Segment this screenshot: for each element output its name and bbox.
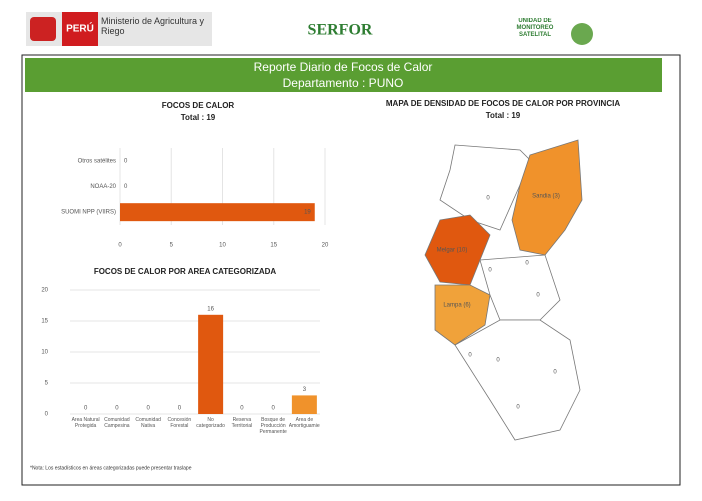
shield — [30, 17, 56, 41]
chart-title: FOCOS DE CALOR POR AREA CATEGORIZADA — [94, 267, 277, 276]
region — [439, 144, 541, 231]
banner-title: Reporte Diario de Focos de Calor — [254, 60, 433, 74]
ministry-box: Ministerio de Agricultura y Riego — [101, 16, 205, 36]
region-label: 0 — [516, 405, 520, 411]
y-tick-label: 5 — [45, 381, 49, 387]
region-label: 0 — [553, 370, 557, 376]
x-tick-label: 5 — [170, 243, 174, 249]
x-tick-label: Reserva Territorial — [231, 417, 253, 429]
region-label: 0 — [488, 268, 492, 274]
region-label: 0 — [525, 261, 529, 267]
y-tick-label: 15 — [41, 319, 48, 325]
value-label: 0 — [84, 406, 88, 412]
x-tick-label: Concesión Forestal — [167, 417, 192, 429]
x-tick-label: Área de Amortiguamiento — [288, 417, 320, 429]
frame — [21, 54, 681, 486]
region-label: 0 — [496, 358, 500, 364]
ministry: Ministerio de Agricultura y Riego — [101, 16, 205, 36]
region-label: 0 — [486, 196, 490, 202]
x-tick-label: 10 — [219, 243, 226, 249]
x-tick-box: Área de Amortiguamiento — [288, 417, 320, 429]
region-label: Melgar (10) — [437, 248, 468, 254]
region — [479, 254, 561, 321]
value-label: 0 — [240, 406, 244, 412]
y-tick-label: 0 — [45, 412, 49, 418]
unit: UNIDAD DE MONITOREO SATELITAL — [516, 18, 554, 38]
footnote: *Nota: Los estadísticos en áreas categor… — [30, 465, 192, 471]
x-tick-label: 20 — [322, 243, 329, 249]
x-tick-box: Concesión Forestal — [167, 417, 192, 429]
peru-box — [62, 12, 98, 46]
y-tick-label: NOAA-20 — [90, 184, 116, 190]
chart-title: FOCOS DE CALOR — [162, 101, 235, 110]
x-tick-label: No categorizado — [196, 417, 225, 429]
banner — [25, 58, 662, 92]
x-tick-box: Reserva Territorial — [231, 417, 253, 429]
y-tick-label: 20 — [41, 288, 48, 294]
x-tick-label: Comunidad Nativa — [135, 417, 161, 429]
region — [434, 284, 491, 346]
region-label: 0 — [468, 353, 472, 359]
country: PERÚ — [66, 22, 94, 35]
map-title: MAPA DE DENSIDAD DE FOCOS DE CALOR POR P… — [386, 99, 620, 108]
map-subtitle: Total : 19 — [486, 111, 521, 120]
x-tick-box: No categorizado — [196, 417, 225, 429]
y-tick-label: Otros satélites — [78, 158, 116, 164]
region — [454, 319, 581, 441]
value-label: 19 — [304, 210, 311, 216]
region-label: Lampa (6) — [443, 303, 470, 309]
region-label: Sandia (3) — [532, 194, 560, 200]
x-tick-box: Área Natural Protegida — [71, 417, 100, 429]
x-tick-box: Bosque de Producción Permanente — [259, 417, 287, 435]
value-label: 0 — [124, 158, 128, 164]
bar — [291, 395, 317, 414]
y-tick-label: SUOMI NPP (VIIRS) — [61, 210, 116, 216]
x-tick-label: Comunidad Campesina — [104, 417, 130, 429]
chart-subtitle: Total : 19 — [181, 113, 216, 122]
value-label: 0 — [271, 406, 275, 412]
x-tick-label: Bosque de Producción Permanente — [259, 417, 287, 435]
ministry-logo — [26, 12, 212, 46]
x-tick-label: Área Natural Protegida — [71, 417, 100, 429]
x-tick-box: Comunidad Campesina — [104, 417, 130, 429]
region — [424, 214, 491, 286]
value-label: 0 — [178, 406, 182, 412]
x-tick-label: 15 — [270, 243, 277, 249]
banner-subtitle: Departamento : PUNO — [283, 76, 404, 90]
x-tick-box: Comunidad Nativa — [135, 417, 161, 429]
region-label: 0 — [536, 293, 540, 299]
x-tick-label: 0 — [118, 243, 122, 249]
unit-logo — [571, 23, 593, 45]
value-label: 0 — [124, 184, 128, 190]
unit-box: UNIDAD DE MONITOREO SATELITAL — [516, 18, 554, 38]
map — [424, 139, 583, 441]
value-label: 3 — [303, 387, 307, 393]
y-tick-label: 10 — [41, 350, 48, 356]
bar — [120, 203, 315, 222]
value-label: 0 — [146, 406, 150, 412]
value-label: 16 — [207, 306, 214, 312]
agency: SERFOR — [308, 22, 373, 39]
bar — [198, 314, 224, 414]
value-label: 0 — [115, 406, 119, 412]
